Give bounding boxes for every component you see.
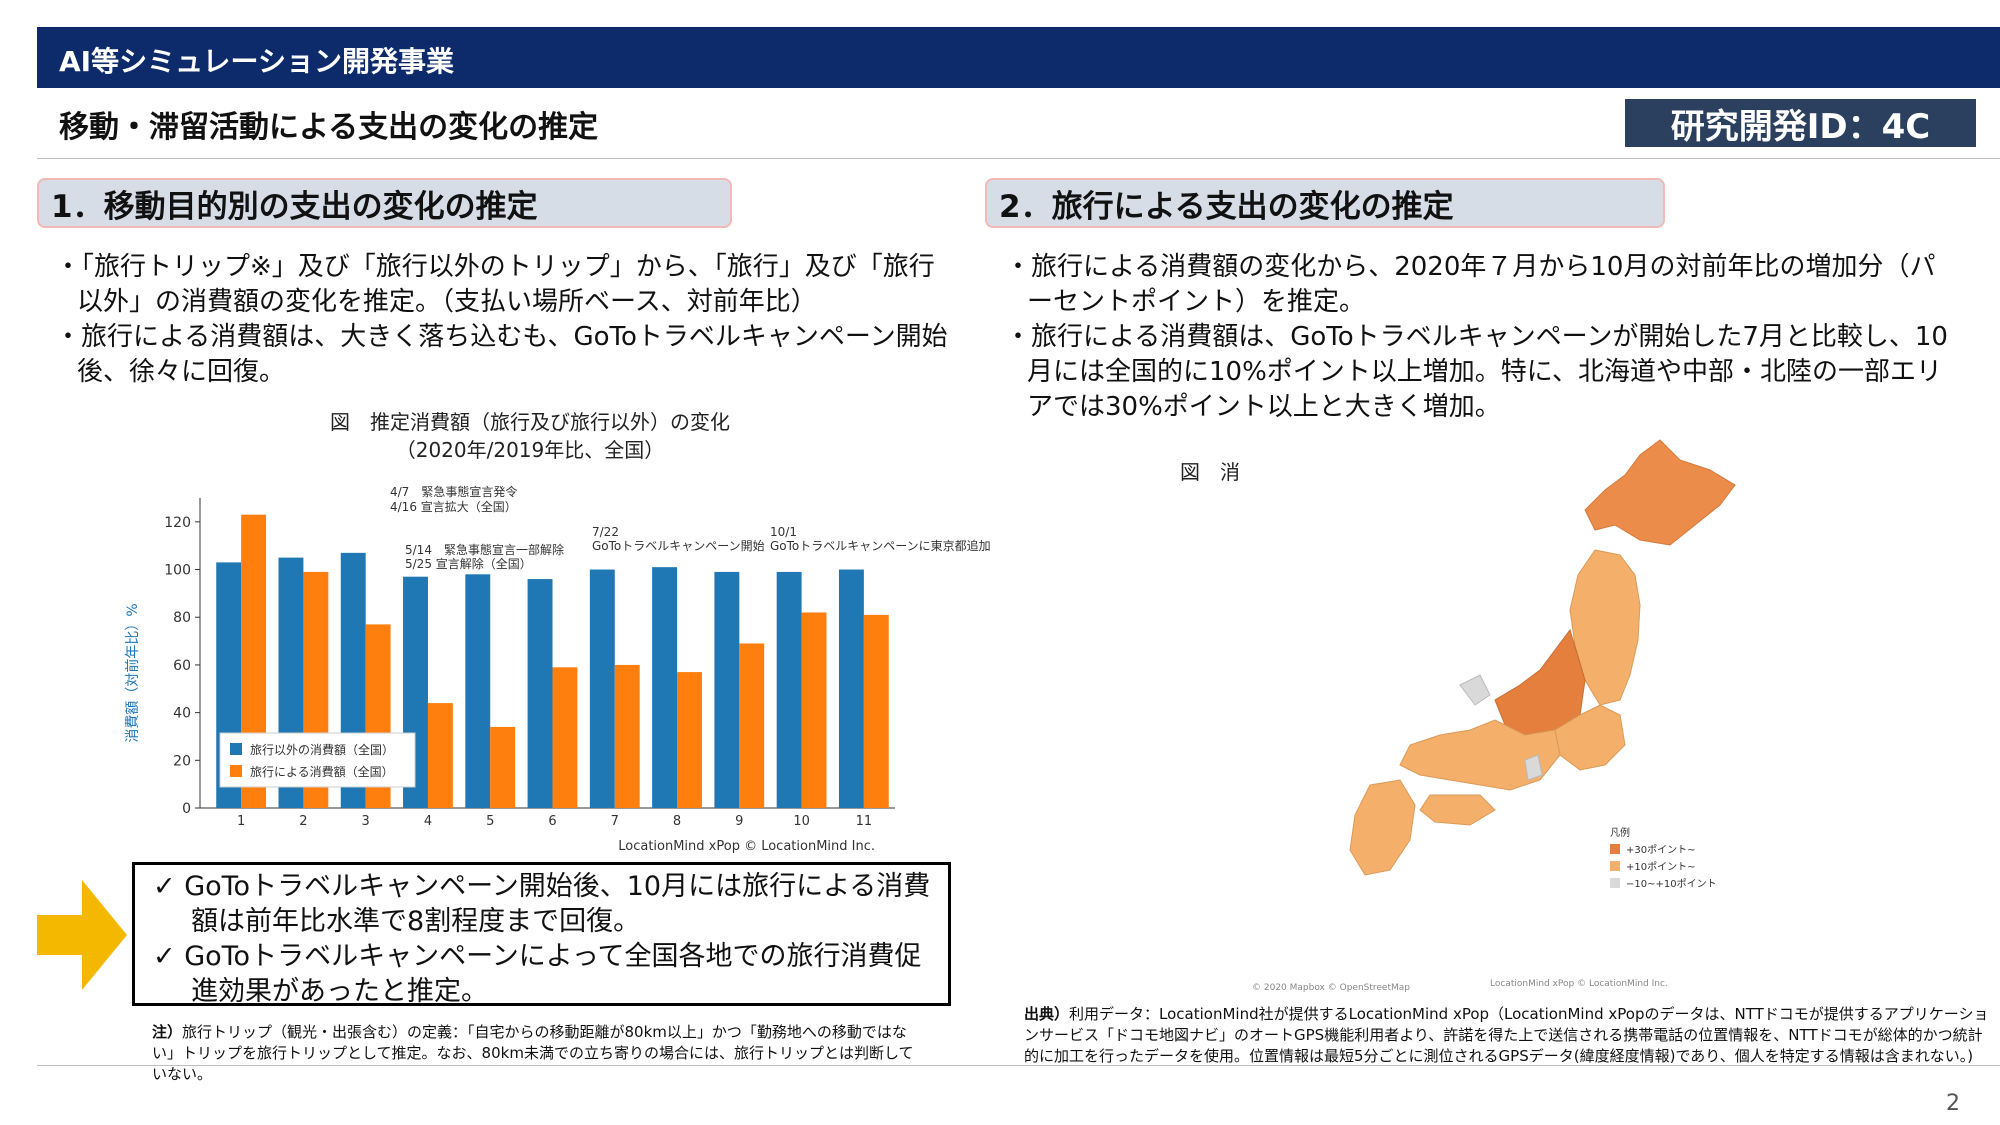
x-tick-label: 6 (548, 814, 556, 829)
chart-annotation: 5/14 緊急事態宣言一部解除 (405, 542, 564, 557)
x-tick-label: 3 (362, 814, 370, 829)
bar-travel (490, 726, 516, 808)
section2-bullet: ・旅行による消費額は、GoToトラベルキャンペーンが開始した7月と比較し、10月… (1005, 322, 1948, 422)
chart-annotation: GoToトラベルキャンペーン開始 (592, 539, 765, 553)
y-tick-label: 0 (182, 801, 191, 817)
y-tick-label: 60 (173, 658, 191, 674)
section2-heading: 2．旅行による支出の変化の推定 (985, 178, 1665, 228)
bar-travel (739, 643, 765, 808)
spending-bar-chart: 0 20 40 60 80 100 120 消費額（対前年比）% 1 2 3 4 5 6 7 8 9 10 11 旅行… (124, 484, 991, 854)
section1-note: 注）旅行トリップ（観光・出張含む）の定義：「自宅からの移動距離が80km以上」か… (152, 1022, 922, 1085)
research-id-badge: 研究開発ID：4C (1625, 99, 1976, 147)
bar-travel (614, 664, 640, 808)
chart-annotation: 7/22 (592, 525, 619, 539)
conclusion-item: ✓ GoToトラベルキャンペーン開始後、10月には旅行による消費額は前年比水準で… (153, 871, 931, 937)
map-credit-right: LocationMind xPop © LocationMind Inc. (1490, 979, 1668, 989)
chart-annotation: 4/16 宣言拡大（全国） (390, 499, 517, 514)
x-tick-label: 2 (299, 814, 307, 829)
section2-bullet: ・旅行による消費額の変化から、2020年７月から10月の対前年比の増加分（パーセ… (1005, 252, 1936, 317)
japan-map: 凡例 +30ポイント~ +10ポイント~ −10~+10ポイント © 2020 … (1240, 430, 1760, 1000)
x-tick-label: 5 (486, 814, 494, 829)
map-legend: 凡例 +30ポイント~ +10ポイント~ −10~+10ポイント (1610, 826, 1717, 890)
legend-swatch (230, 765, 242, 777)
kinki-chugoku-region (1399, 719, 1561, 791)
x-tick-label: 10 (793, 814, 810, 829)
bar-travel (552, 667, 578, 808)
figure1-caption-line1: 図 推定消費額（旅行及び旅行以外）の変化 (330, 410, 730, 434)
chart-annotation: 5/25 宣言解除（全国） (405, 556, 532, 571)
chart-annotation: 10/1 (770, 525, 797, 539)
figure1-caption-line2: （2020年/2019年比、全国） (395, 438, 665, 462)
source-label: 出典） (1024, 1005, 1070, 1023)
conclusion-item: ✓ GoToトラベルキャンペーンによって全国各地での旅行消費促進効果があったと推… (153, 941, 922, 1007)
note-label: 注） (152, 1023, 183, 1041)
x-tick-label: 11 (856, 814, 873, 829)
bar-non-travel (652, 567, 678, 808)
legend-swatch-10 (1610, 861, 1620, 871)
x-tick-label: 1 (237, 814, 245, 829)
map-credit-left: © 2020 Mapbox © OpenStreetMap (1252, 983, 1410, 993)
section1-bullets: ・「旅行トリップ※」及び「旅行以外のトリップ」から、「旅行」及び「旅行以外」の消… (55, 250, 960, 390)
legend-swatch-30 (1610, 844, 1620, 854)
section2-bullets: ・旅行による消費額の変化から、2020年７月から10月の対前年比の増加分（パーセ… (1005, 250, 1960, 425)
tohoku-region (1569, 549, 1641, 706)
conclusion-box: ✓ GoToトラベルキャンペーン開始後、10月には旅行による消費額は前年比水準で… (132, 862, 951, 1007)
legend-label-30: +30ポイント~ (1626, 844, 1695, 856)
bar-travel (863, 614, 889, 808)
bar-non-travel (465, 574, 491, 808)
x-tick-label: 7 (611, 814, 619, 829)
legend-label: 旅行以外の消費額（全国） (250, 742, 394, 757)
page-number: 2 (1946, 1091, 1960, 1116)
bar-travel (801, 612, 827, 808)
page-title: 移動・滞留活動による支出の変化の推定 (59, 110, 599, 145)
legend-swatch-flat (1610, 878, 1620, 888)
gray-area (1459, 674, 1491, 706)
kyushu-region (1349, 779, 1416, 876)
footer-divider (37, 1065, 2000, 1066)
header-bar-title: AI等シミュレーション開発事業 (59, 45, 454, 78)
y-tick-label: 120 (164, 515, 191, 531)
bar-non-travel (589, 569, 615, 808)
hokkaido-region (1584, 439, 1736, 546)
y-axis-label: 消費額（対前年比）% (124, 603, 141, 742)
section2-source: 出典）利用データ：LocationMind社が提供するLocationMind … (1024, 1004, 1990, 1067)
map-legend-title: 凡例 (1610, 826, 1630, 839)
shikoku-region (1419, 794, 1496, 826)
chart-annotation: 4/7 緊急事態宣言発令 (390, 484, 517, 499)
bar-travel (427, 703, 453, 808)
section1-bullet: ・「旅行トリップ※」及び「旅行以外のトリップ」から、「旅行」及び「旅行以外」の消… (55, 252, 935, 317)
chart-annotation: GoToトラベルキャンペーンに東京都追加 (770, 538, 991, 553)
chart-credit: LocationMind xPop © LocationMind Inc. (618, 839, 875, 854)
bar-travel (677, 672, 702, 808)
legend-label-10: +10ポイント~ (1626, 861, 1695, 873)
header-divider (37, 158, 2000, 159)
bar-non-travel (838, 569, 864, 808)
x-tick-label: 8 (673, 814, 681, 829)
x-tick-label: 9 (735, 814, 743, 829)
y-tick-label: 100 (164, 563, 191, 579)
source-text: 利用データ：LocationMind社が提供するLocationMind xPo… (1024, 1005, 1989, 1065)
y-tick-label: 40 (173, 706, 191, 722)
gray-area (1524, 754, 1543, 781)
bar-non-travel (527, 579, 553, 808)
note-text: 旅行トリップ（観光・出張含む）の定義：「自宅からの移動距離が80km以上」かつ「… (152, 1023, 914, 1083)
y-tick-label: 20 (173, 753, 191, 769)
section1-heading: 1．移動目的別の支出の変化の推定 (37, 178, 732, 228)
section1-bullet: ・旅行による消費額は、大きく落ち込むも、GoToトラベルキャンペーン開始後、徐々… (55, 322, 948, 387)
legend-swatch (230, 743, 242, 755)
x-tick-label: 4 (424, 814, 432, 829)
figure1-caption: 図 推定消費額（旅行及び旅行以外）の変化 （2020年/2019年比、全国） (300, 408, 760, 464)
right-arrow-icon (37, 880, 127, 990)
header-bar (37, 27, 2000, 88)
bar-non-travel (714, 571, 740, 808)
legend-label: 旅行による消費額（全国） (250, 764, 394, 779)
legend-label-flat: −10~+10ポイント (1626, 878, 1717, 890)
y-tick-label: 80 (173, 610, 191, 626)
legend-box (219, 732, 416, 788)
bar-non-travel (776, 571, 802, 808)
